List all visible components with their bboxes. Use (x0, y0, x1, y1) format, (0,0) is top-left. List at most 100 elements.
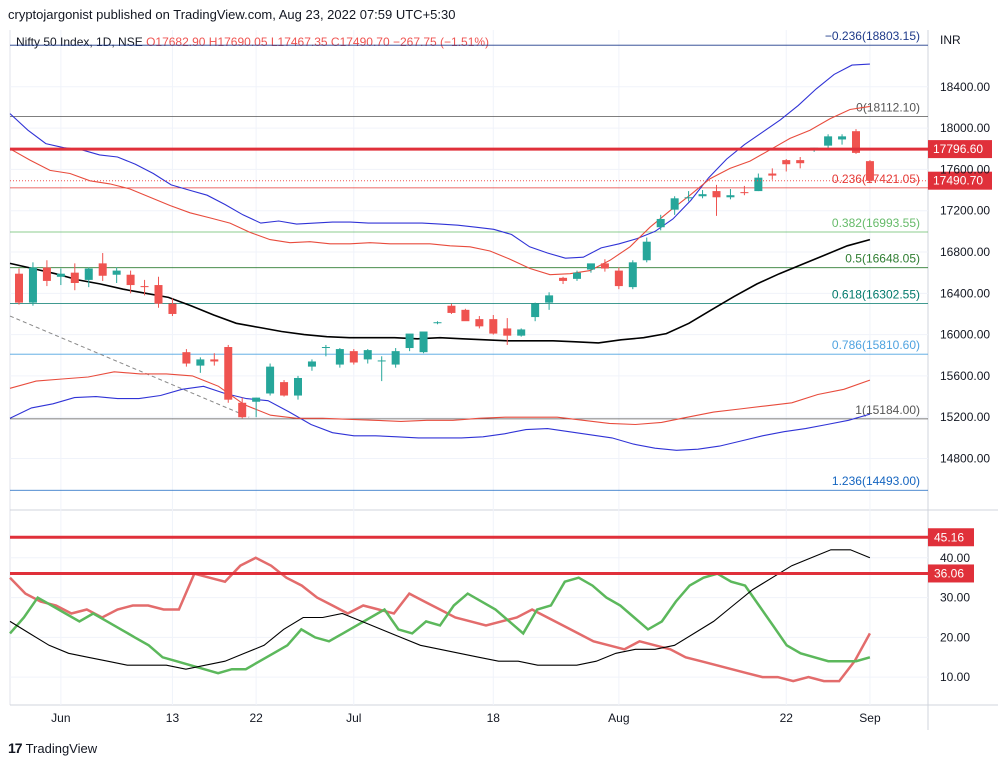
candle-body (559, 277, 568, 281)
candle-body (712, 191, 721, 198)
candle-body (419, 331, 428, 353)
candle-body (824, 136, 833, 146)
time-axis-tick: 18 (487, 711, 501, 725)
rsi-slow-line (9, 572, 871, 675)
candle-body (168, 303, 177, 314)
price-tag-bg (928, 140, 992, 159)
candle-body (838, 136, 847, 140)
rsi-tag-bg (928, 564, 974, 583)
candle-body (15, 273, 23, 303)
candle-body (796, 160, 805, 164)
candle-body (545, 295, 554, 303)
candle-body (154, 285, 163, 304)
candle-body (182, 352, 191, 364)
candle-body (754, 177, 763, 192)
price-axis-tick: 16800.00 (940, 245, 990, 259)
candle-body (335, 349, 344, 365)
candle-body (349, 351, 358, 363)
time-axis-tick: 13 (166, 711, 180, 725)
price-axis-tick: 14800.00 (940, 452, 990, 466)
candle-body (726, 195, 735, 198)
ohlc-o: O17682.90 (146, 35, 209, 49)
candle-body (238, 402, 247, 418)
candle-body (698, 194, 707, 197)
candle-body (768, 173, 777, 176)
rsi-axis-tick: 20.00 (940, 630, 970, 644)
currency-label: INR (940, 33, 961, 47)
candle-body (294, 377, 302, 396)
candle-body (391, 351, 400, 365)
fib-label: 0.236(17421.05) (832, 172, 920, 186)
candle-body (433, 322, 442, 324)
fib-label: 0.5(16648.05) (845, 252, 920, 266)
price-tag-label: 17796.60 (933, 142, 983, 156)
candle-body (98, 263, 107, 276)
price-tag-bg (928, 171, 992, 190)
fib-label: 0.382(16993.55) (832, 216, 920, 230)
fib-label: 0.786(15810.60) (832, 338, 920, 352)
candle-body (600, 263, 609, 269)
candle-body (321, 347, 330, 349)
candle-body (405, 333, 414, 349)
candle-body (475, 319, 484, 327)
candle-body (517, 329, 526, 336)
time-axis-tick: 22 (249, 711, 263, 725)
candle-body (852, 131, 860, 153)
time-axis-tick: Sep (859, 711, 881, 725)
candle-body (684, 197, 693, 199)
bb-inner-upper (9, 105, 870, 276)
candle-body (42, 267, 51, 281)
candle-body (112, 270, 121, 275)
candle-body (196, 359, 205, 366)
rsi-axis-tick: 40.00 (940, 551, 970, 565)
candle-body (363, 350, 372, 360)
candle-body (628, 262, 637, 288)
candle-body (531, 303, 540, 318)
price-axis-tick: 18000.00 (940, 121, 990, 135)
candle-body (266, 366, 275, 394)
bb-outer-lower (9, 385, 871, 451)
candle-body (126, 274, 135, 286)
price-axis-tick: 18400.00 (940, 80, 990, 94)
price-axis-tick: 15200.00 (940, 410, 990, 424)
rsi-tag-label: 45.16 (934, 530, 964, 544)
candle-body (782, 160, 791, 165)
symbol-legend: Nifty 50 Index, 1D, NSE O17682.90 H17690… (16, 35, 489, 49)
ohlc-l: L17467.35 (271, 35, 331, 49)
rsi-fast-line (9, 556, 871, 683)
time-axis-tick: Jul (346, 711, 361, 725)
fib-label: 1.236(14493.00) (832, 474, 920, 488)
price-axis-tick: 16000.00 (940, 328, 990, 342)
candle-body (377, 360, 386, 362)
candle-body (461, 309, 470, 322)
footer: 17 TradingView (8, 740, 97, 756)
candle-body (84, 268, 93, 280)
rsi-tag-label: 36.06 (934, 566, 964, 580)
publisher-header: cryptojargonist published on TradingView… (8, 7, 456, 22)
candle-body (656, 218, 665, 228)
candle-body (503, 328, 512, 336)
price-axis-tick: 17200.00 (940, 204, 990, 218)
price-axis-tick: 15600.00 (940, 369, 990, 383)
candle-body (280, 382, 289, 396)
candle-body (210, 359, 219, 362)
fib-label: 0(18112.10) (856, 101, 920, 115)
candle-body (140, 286, 149, 288)
time-axis-tick: Jun (51, 711, 70, 725)
price-axis-tick: 17600.00 (940, 162, 990, 176)
candle-body (670, 198, 679, 210)
time-axis-tick: 22 (780, 711, 794, 725)
fib-label: 0.618(16302.55) (832, 287, 920, 301)
candle-body (865, 161, 874, 181)
rsi-ma-line (9, 549, 871, 670)
candle-body (614, 270, 623, 287)
fib-label: 1(15184.00) (855, 403, 920, 417)
candle-body (642, 241, 651, 261)
trend-line (9, 315, 250, 418)
candle-body (740, 192, 749, 194)
bb-inner-lower (9, 371, 871, 426)
bb-outer-upper (9, 63, 870, 259)
price-axis-tick: 16400.00 (940, 286, 990, 300)
rsi-tag-bg (928, 528, 974, 547)
